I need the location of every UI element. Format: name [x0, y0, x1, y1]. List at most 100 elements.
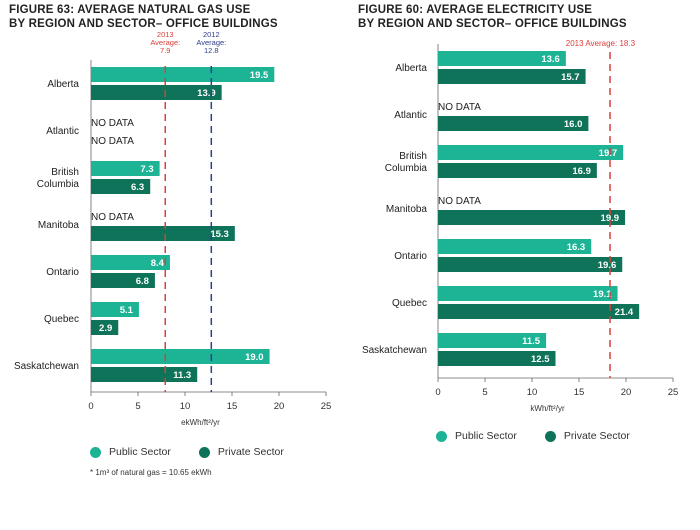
legend-public-swatch-right: [436, 430, 447, 442]
left-chart-title: FIGURE 63: AVERAGE NATURAL GAS USE BY RE…: [9, 3, 278, 31]
left-chart-title-line2: BY REGION AND SECTOR– OFFICE BUILDINGS: [9, 18, 278, 30]
right-category-label: Quebec: [392, 298, 427, 309]
right-bar-value-label: 16.3: [567, 242, 586, 253]
left-bar-value-label: 7.3: [140, 164, 153, 175]
right-bar-value-label: 12.5: [531, 354, 550, 365]
left-x-tick-label: 25: [321, 401, 332, 412]
right-chart: 0 5 10 15 20 25 kWh/ft²/yr Alberta 13.615.7 Atlan…: [362, 39, 678, 413]
left-bar-public: [91, 67, 275, 82]
left-average-label: Average:: [150, 38, 180, 47]
right-bar-private: [438, 257, 623, 272]
left-category-label: Alberta: [47, 79, 79, 90]
right-bar-public: [438, 333, 547, 348]
left-bar-public: [91, 302, 139, 317]
right-bar-private: [438, 69, 586, 84]
right-bar-value-label: 15.7: [561, 72, 580, 83]
left-bar-public: [91, 349, 270, 364]
left-bar-value-label: 11.3: [173, 370, 191, 381]
right-legend: Public Sector Private Sector: [436, 430, 658, 442]
right-bar-value-label: 19.9: [601, 213, 620, 224]
right-bar-value-label: 21.4: [615, 307, 634, 318]
legend-private-label-right: Private Sector: [563, 430, 630, 442]
left-bar-value-label: 8.4: [151, 258, 165, 269]
right-no-data-label: NO DATA: [438, 102, 481, 113]
left-no-data-label: NO DATA: [91, 212, 134, 223]
right-category-label: Columbia: [385, 163, 428, 174]
legend-item-public: Public Sector: [90, 446, 171, 458]
left-no-data-label: NO DATA: [91, 136, 134, 147]
left-category-label: Saskatchewan: [14, 361, 79, 372]
right-category-label: Atlantic: [394, 110, 427, 121]
right-category-label: Alberta: [395, 63, 427, 74]
right-bar-value-label: 16.0: [564, 119, 583, 130]
legend-private-swatch-right: [544, 430, 556, 442]
right-category-label: Ontario: [394, 251, 427, 262]
legend-public-label: Public Sector: [109, 446, 171, 458]
right-bar-value-label: 16.9: [572, 166, 591, 177]
legend-private-label: Private Sector: [217, 446, 284, 458]
legend-public-swatch: [90, 446, 101, 458]
left-x-axis-label: ekWh/ft²/yr: [181, 418, 220, 427]
right-bar-public: [438, 51, 566, 66]
left-bar-private: [91, 179, 151, 194]
left-average-label: 7.9: [160, 46, 170, 55]
right-category-label: British: [399, 151, 427, 162]
legend-private-swatch: [198, 446, 210, 458]
left-category-label: Columbia: [37, 179, 80, 190]
right-x-tick-label: 25: [668, 387, 679, 398]
left-average-label: 2012: [203, 30, 220, 39]
left-category-label: Quebec: [44, 314, 79, 325]
right-bar-value-label: 13.6: [541, 54, 560, 65]
left-bar-value-label: 6.3: [131, 182, 144, 193]
legend-public-label-right: Public Sector: [455, 430, 517, 442]
left-average-label: 2013: [157, 30, 174, 39]
right-bar-private: [438, 304, 640, 319]
right-x-tick-label: 0: [435, 387, 440, 398]
left-bar-public: [91, 161, 160, 176]
left-average-label: 12.8: [204, 46, 219, 55]
left-x-tick-label: 20: [274, 401, 285, 412]
left-bar-value-label: 2.9: [99, 323, 112, 334]
right-bar-value-label: 19.1: [593, 289, 612, 300]
left-bar-value-label: 13.9: [197, 88, 216, 99]
right-bar-private: [438, 351, 556, 366]
right-chart-title-line2: BY REGION AND SECTOR– OFFICE BUILDINGS: [358, 18, 627, 30]
right-bar-value-label: 11.5: [522, 336, 541, 347]
left-category-label: Manitoba: [38, 220, 80, 231]
right-bar-value-label: 19.7: [599, 148, 618, 159]
left-bar-value-label: 19.0: [245, 352, 264, 363]
left-category-label: Atlantic: [46, 126, 79, 137]
left-category-label: British: [51, 167, 79, 178]
right-bar-private: [438, 210, 626, 225]
right-no-data-label: NO DATA: [438, 196, 481, 207]
right-bar-public: [438, 239, 592, 254]
left-bar-private: [91, 273, 155, 288]
legend-item-public-right: Public Sector: [436, 430, 517, 442]
right-bar-public: [438, 145, 624, 160]
left-bar-value-label: 6.8: [136, 276, 149, 287]
right-bar-private: [438, 163, 597, 178]
left-bar-value-label: 15.3: [210, 229, 229, 240]
left-chart: 0 5 10 15 20 25 ekWh/ft²/yr Alberta 19.5 13.9 Atla…: [14, 30, 331, 427]
left-bar-private: [91, 367, 198, 382]
left-bar-public: [91, 255, 170, 270]
left-no-data-label: NO DATA: [91, 118, 134, 129]
legend-item-private: Private Sector: [198, 446, 284, 458]
left-x-tick-label: 15: [227, 401, 238, 412]
left-bar-private: [91, 85, 222, 100]
left-average-label: Average:: [196, 38, 226, 47]
right-bar-public: [438, 286, 618, 301]
right-category-label: Manitoba: [386, 204, 428, 215]
right-bar-value-label: 19.6: [598, 260, 617, 271]
right-x-tick-label: 20: [621, 387, 632, 398]
left-chart-title-line1: FIGURE 63: AVERAGE NATURAL GAS USE: [9, 4, 251, 16]
left-bar-private: [91, 320, 119, 335]
right-chart-title-line1: FIGURE 60: AVERAGE ELECTRICITY USE: [358, 4, 593, 16]
right-x-axis-label: kWh/ft²/yr: [530, 404, 565, 413]
right-average-label: 2013 Average: 18.3: [566, 39, 636, 48]
right-bar-private: [438, 116, 589, 131]
footnote: * 1m³ of natural gas = 10.65 ekWh: [90, 468, 212, 477]
left-bar-private: [91, 226, 235, 241]
left-bar-value-label: 5.1: [120, 305, 134, 316]
